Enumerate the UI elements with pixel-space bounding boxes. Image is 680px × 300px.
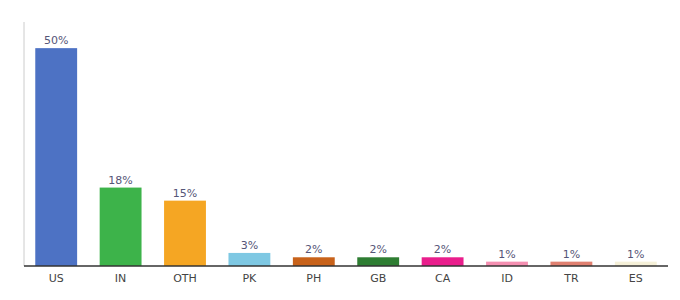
x-tick-label: OTH (173, 272, 197, 285)
bar (228, 253, 270, 266)
data-label: 2% (434, 243, 451, 256)
chart-svg: US IN OTH PK PH GB CA ID TR ES 50% 18% 15% 3% 2% 2% 2% 1%… (0, 0, 680, 300)
x-tick-label: ES (629, 272, 643, 285)
x-tick-label: IN (115, 272, 126, 285)
data-label: 2% (369, 243, 386, 256)
data-label: 2% (305, 243, 322, 256)
bar (422, 257, 464, 266)
y-axis-line (24, 22, 25, 266)
x-tick-label: US (49, 272, 64, 285)
data-label: 50% (44, 34, 68, 47)
bar (357, 257, 399, 266)
chart-container: US IN OTH PK PH GB CA ID TR ES 50% 18% 15% 3% 2% 2% 2% 1%… (0, 0, 680, 300)
x-axis-line (24, 265, 668, 267)
data-label: 18% (108, 174, 132, 187)
bar (35, 48, 77, 266)
data-label: 3% (241, 239, 258, 252)
bar (100, 188, 142, 266)
bars (35, 48, 656, 266)
bar (164, 201, 206, 266)
bar (293, 257, 335, 266)
x-tick-label: PH (306, 272, 321, 285)
x-tick-label: ID (501, 272, 513, 285)
x-tick-label: TR (563, 272, 579, 285)
x-tick-label: GB (370, 272, 386, 285)
data-label: 1% (627, 248, 644, 261)
x-tick-label: CA (435, 272, 451, 285)
data-label: 15% (173, 187, 197, 200)
data-label: 1% (498, 248, 515, 261)
x-tick-label: PK (242, 272, 257, 285)
page: {"chart_data": {"type": "bar", "categori… (0, 0, 680, 300)
data-label: 1% (563, 248, 580, 261)
